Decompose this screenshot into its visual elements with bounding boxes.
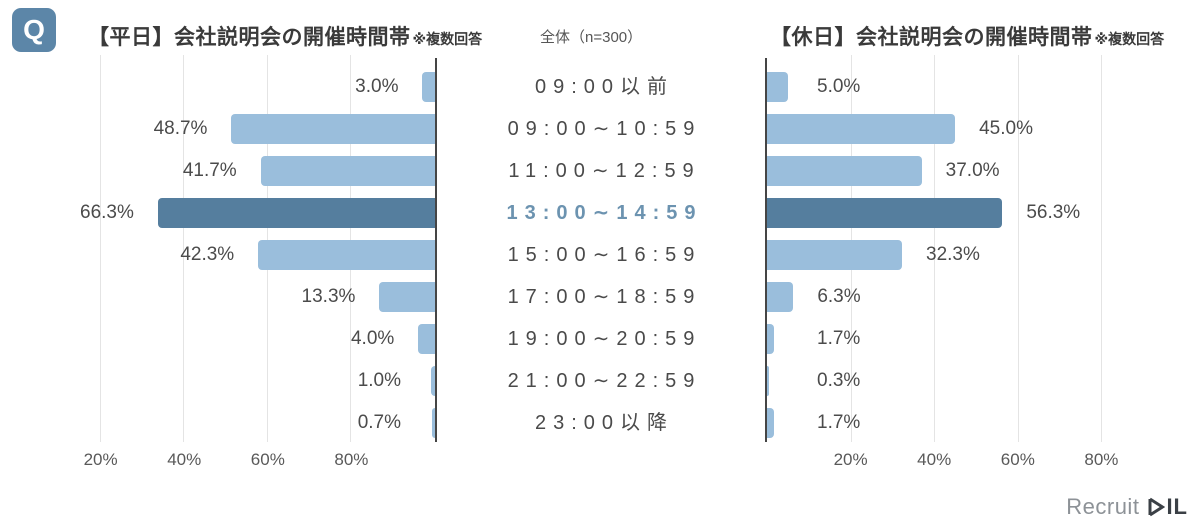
value-label: 66.3% (80, 202, 134, 223)
holiday-chart-title: 【休日】会社説明会の開催時間帯 ※複数回答 (770, 21, 1164, 51)
gridline (99, 55, 101, 442)
value-label: 6.3% (817, 286, 861, 307)
bar (430, 366, 435, 396)
bar (258, 240, 435, 270)
axis-tick-label: 60% (1000, 450, 1035, 469)
gridline (934, 55, 936, 442)
axis-tick-label: 20% (83, 450, 118, 469)
weekday-title-note: ※複数回答 (412, 31, 483, 47)
value-label: 45.0% (979, 118, 1033, 139)
bar (767, 282, 794, 312)
bar (767, 72, 788, 102)
value-label: 41.7% (182, 160, 237, 181)
bar (432, 408, 435, 438)
weekday-chart-title: 【平日】会社説明会の開催時間帯 ※複数回答 (88, 21, 482, 51)
category-label-highlight: 13:00∼14:59 (506, 202, 703, 224)
weekday-plot: 80% 60% 40% 20% 3.0% 48.7% 41.7% 66.3% 42.3% 13.3… (55, 55, 437, 469)
bar (418, 324, 435, 354)
value-label: 5.0% (817, 76, 861, 97)
bar (231, 114, 435, 144)
value-label: 32.3% (926, 244, 980, 265)
bar (260, 156, 435, 186)
value-label: 56.3% (1026, 202, 1081, 223)
category-label: 15:00∼16:59 (507, 244, 702, 266)
value-label: 1.0% (357, 370, 401, 391)
axis-tick-label: 60% (250, 450, 285, 469)
category-label: 09:00以前 (534, 76, 675, 98)
value-label: 42.3% (180, 244, 235, 265)
value-label: 48.7% (153, 118, 208, 139)
logo-brand-text: Recruit (1066, 494, 1140, 519)
category-column: 09:00以前 09:00∼10:59 11:00∼12:59 13:00∼14:59… (437, 58, 765, 442)
category-label: 19:00∼20:59 (507, 328, 702, 350)
question-badge-label: Q (23, 14, 45, 45)
bar (767, 408, 775, 438)
bar (767, 114, 956, 144)
axis-tick-label: 20% (833, 450, 868, 469)
value-label: 0.7% (357, 412, 401, 433)
axis-tick-label: 80% (334, 450, 369, 469)
holiday-title-text: 【休日】会社説明会の開催時間帯 (770, 26, 1093, 49)
bar (379, 282, 435, 312)
axis-tick-label: 80% (1084, 450, 1119, 469)
category-label: 17:00∼18:59 (507, 286, 702, 308)
sample-size-label: 全体（n=300） (540, 29, 643, 46)
question-badge: Q (12, 8, 56, 52)
gridline (1101, 55, 1103, 442)
value-label: 4.0% (350, 328, 395, 349)
category-label: 23:00以降 (534, 412, 675, 434)
value-label: 1.7% (817, 412, 861, 433)
axis-tick-label: 40% (167, 450, 202, 469)
bar-highlight (767, 198, 1003, 228)
bar (767, 240, 902, 270)
category-label: 21:00∼22:59 (507, 370, 702, 392)
category-label: 11:00∼12:59 (508, 160, 701, 182)
logo-m-icon (1148, 497, 1166, 517)
bar-highlight (157, 198, 435, 228)
category-label: 09:00∼10:59 (507, 118, 702, 140)
weekday-title-text: 【平日】会社説明会の開催時間帯 (88, 26, 411, 49)
value-label: 13.3% (301, 286, 356, 307)
value-label: 1.7% (817, 328, 861, 349)
bar (767, 324, 775, 354)
bar (767, 366, 769, 396)
logo-mark-letters: IL (1166, 494, 1188, 519)
recruit-mil-logo: Recruit IL (1066, 493, 1188, 521)
gridline (183, 55, 185, 442)
value-label: 0.3% (817, 370, 861, 391)
value-label: 3.0% (355, 76, 399, 97)
holiday-plot: 20% 40% 60% 80% 5.0% 45.0% 37.0% 56.3% 32.3% 6.3%… (765, 55, 1160, 469)
bar (422, 72, 435, 102)
gridline (1017, 55, 1019, 442)
value-label: 37.0% (945, 160, 1000, 181)
holiday-title-note: ※複数回答 (1094, 31, 1165, 47)
bar (767, 156, 922, 186)
axis-tick-label: 40% (917, 450, 952, 469)
